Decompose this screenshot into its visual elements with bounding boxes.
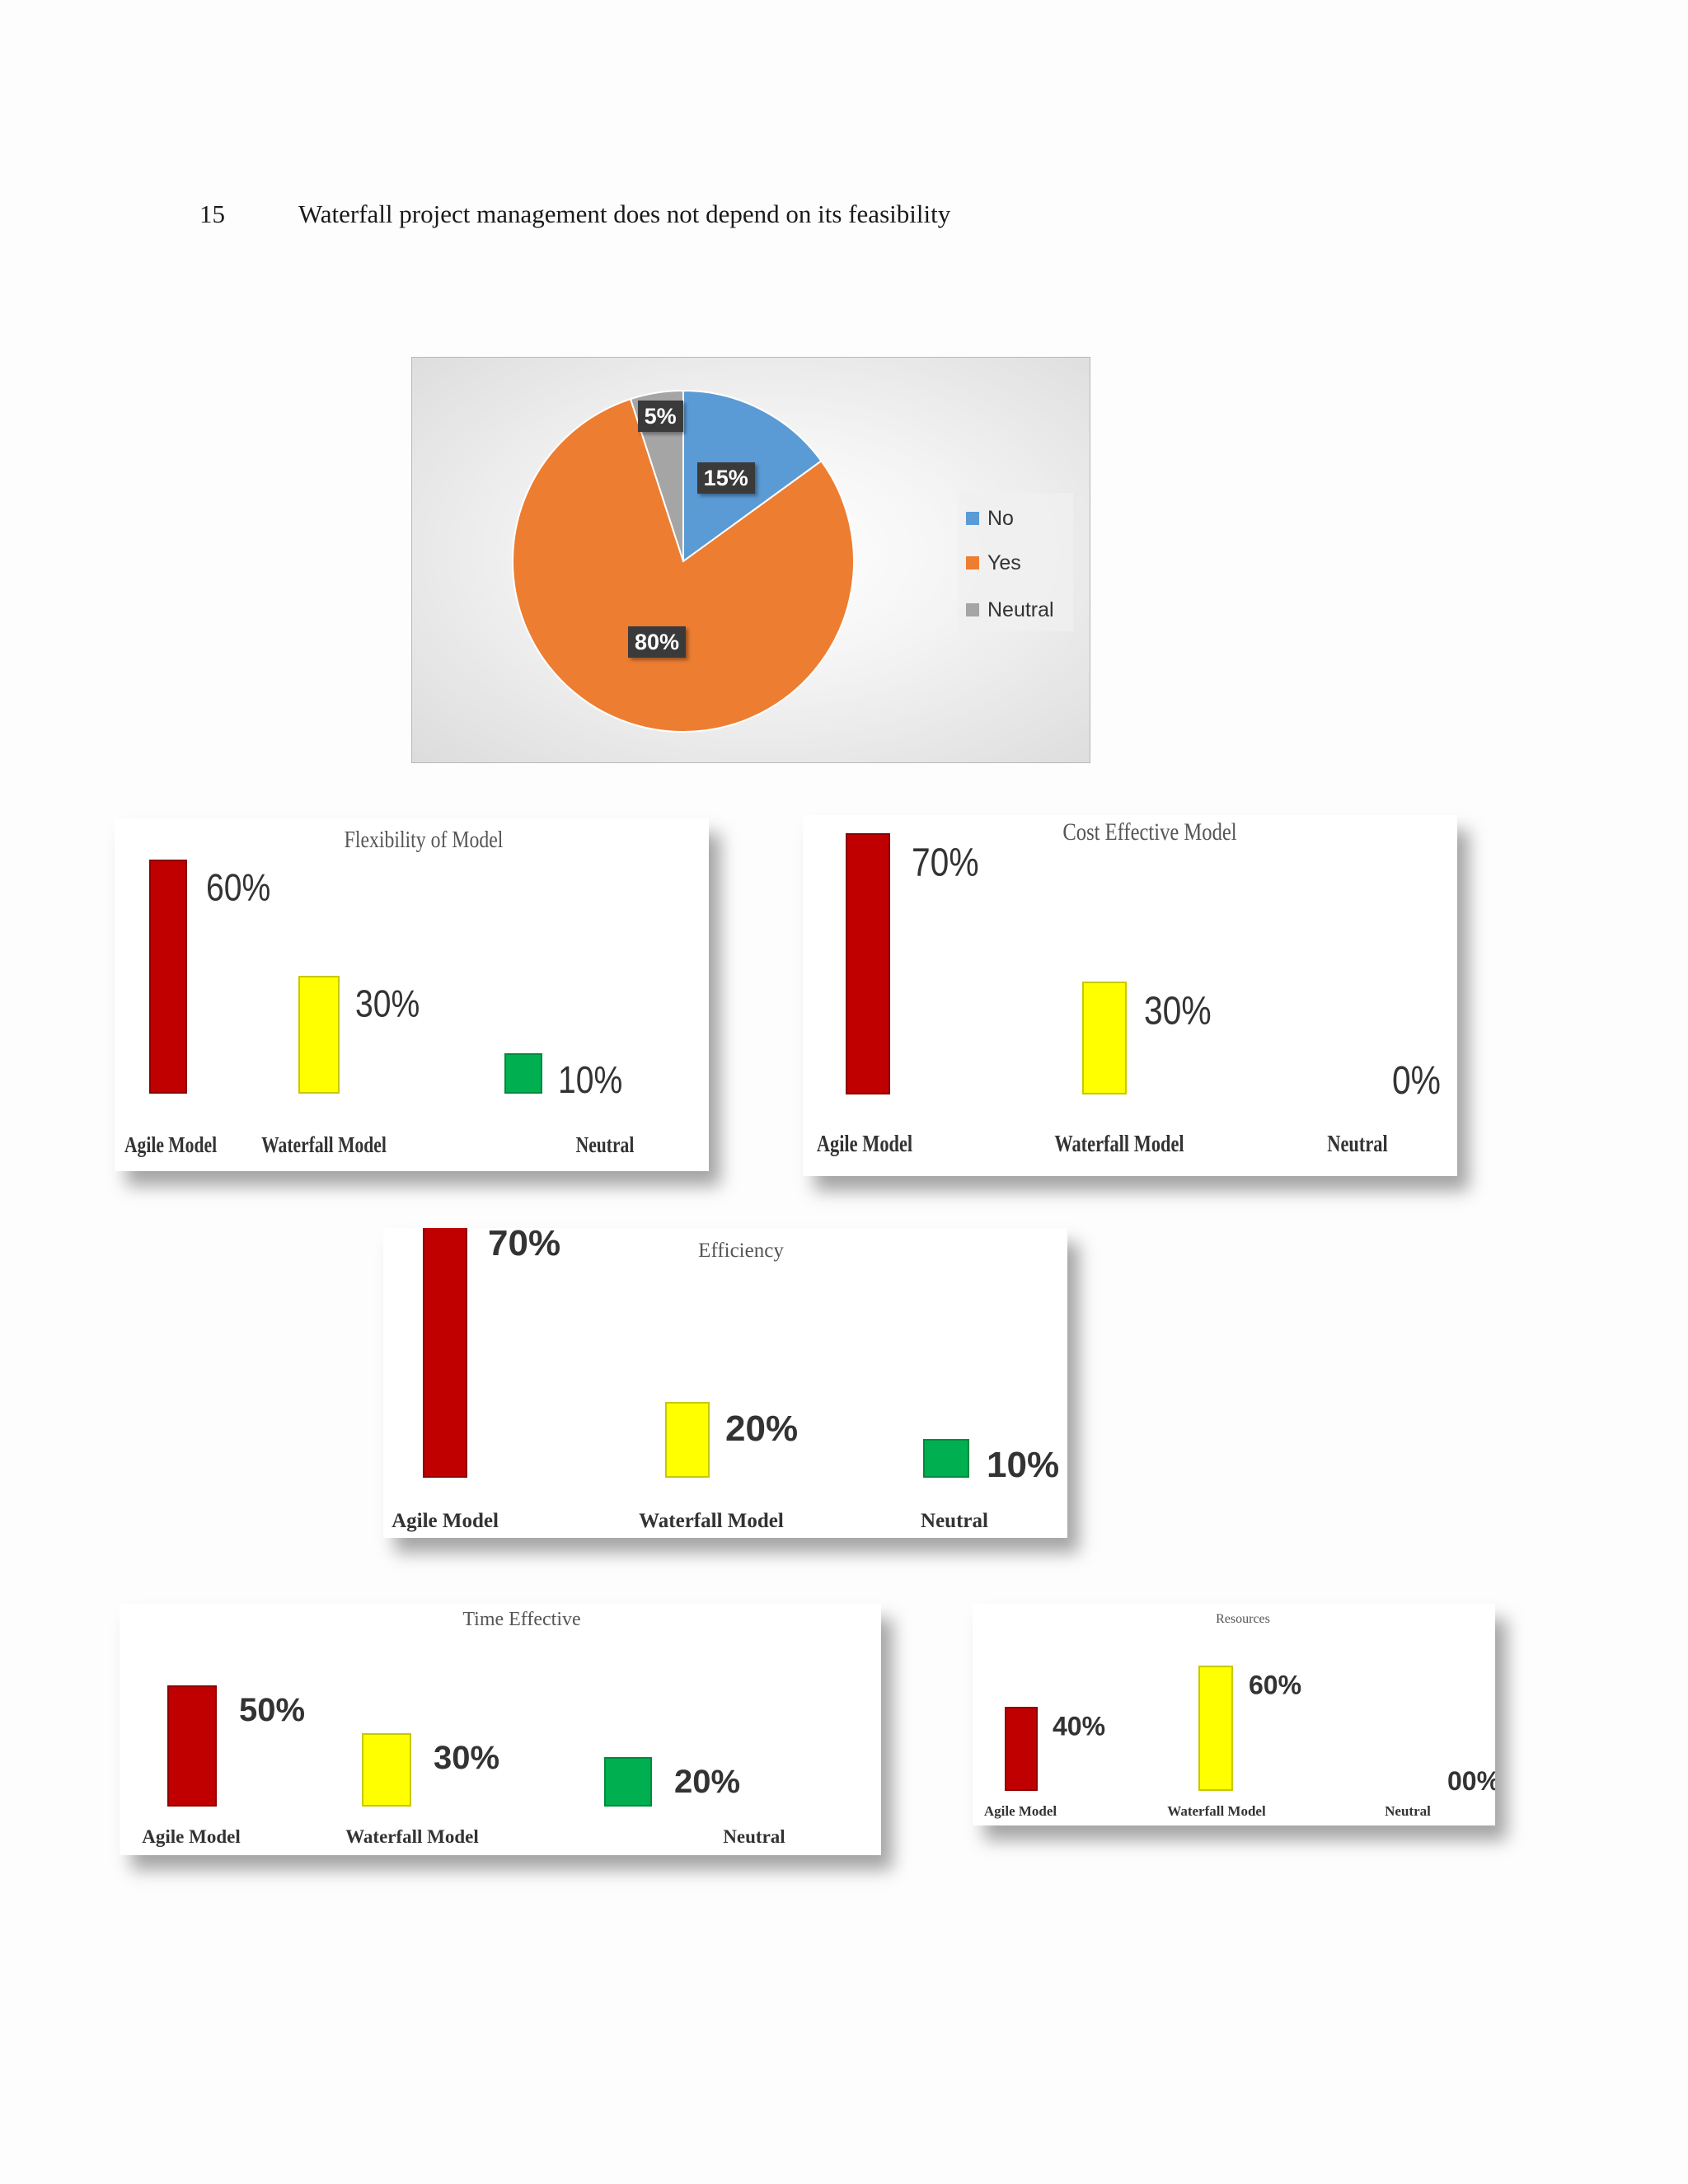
flexibility-value-label-neutral: 10% <box>558 1059 622 1102</box>
pie-chart: 5% 80% 15% No Yes Neutral <box>411 357 1090 763</box>
flexibility-value-label-waterfall: 30% <box>355 982 420 1025</box>
efficiency-bar-neutral <box>923 1439 969 1478</box>
efficiency-title: Efficiency <box>698 1240 784 1262</box>
flexibility-category-neutral: Neutral <box>576 1133 635 1158</box>
time-effective-value-label-neutral: 20% <box>674 1764 740 1800</box>
flexibility-value-label-agile: 60% <box>206 866 270 909</box>
cost-effective-chart: Cost Effective Model 70% Agile Model 30% Wat… <box>803 815 1457 1176</box>
cost-effective-value-label-neutral: 0% <box>1392 1059 1441 1103</box>
legend-item-neutral: Neutral <box>966 598 1054 622</box>
time-effective-category-agile: Agile Model <box>142 1826 240 1847</box>
efficiency-value-label-agile: 70% <box>488 1228 560 1263</box>
flexibility-category-waterfall: Waterfall Model <box>261 1133 387 1158</box>
cost-effective-category-agile: Agile Model <box>817 1132 912 1157</box>
question-text: Waterfall project management does not de… <box>298 199 951 228</box>
flexibility-bar-agile <box>149 860 187 1094</box>
efficiency-bar-agile <box>423 1228 467 1478</box>
cost-effective-category-waterfall: Waterfall Model <box>1054 1132 1184 1157</box>
cost-effective-title: Cost Effective Model <box>1062 818 1237 846</box>
legend-swatch-yes <box>966 556 979 569</box>
flexibility-chart: Flexibility of Model 60% Agile Model 30% Wat… <box>115 818 709 1171</box>
pie-label-yes: 80% <box>628 626 687 658</box>
pie-label-neutral: 5% <box>637 401 683 433</box>
legend-label-yes: Yes <box>987 551 1021 574</box>
efficiency-category-agile: Agile Model <box>392 1510 499 1532</box>
legend-item-yes: Yes <box>966 551 1021 575</box>
time-effective-value-label-agile: 50% <box>239 1692 305 1728</box>
cost-effective-bar-waterfall <box>1082 982 1127 1094</box>
pie-label-no: 15% <box>696 462 755 494</box>
pie-slice-yes <box>512 397 855 733</box>
flexibility-bar-waterfall <box>298 976 340 1094</box>
time-effective-bar-agile <box>167 1685 217 1807</box>
resources-value-label-agile: 40% <box>1053 1712 1105 1741</box>
resources-title: Resources <box>1216 1612 1270 1626</box>
resources-category-agile: Agile Model <box>984 1803 1057 1819</box>
resources-category-neutral: Neutral <box>1385 1803 1431 1819</box>
flexibility-title: Flexibility of Model <box>345 826 504 853</box>
efficiency-chart: Efficiency 70% Agile Model 20% Waterfall Mod… <box>383 1228 1067 1538</box>
efficiency-chart-svg: Efficiency 70% Agile Model 20% Waterfall Mod… <box>392 1228 1059 1532</box>
flexibility-bar-neutral <box>504 1053 542 1094</box>
resources-bar-waterfall <box>1198 1666 1233 1791</box>
efficiency-category-neutral: Neutral <box>921 1510 988 1532</box>
flexibility-category-agile: Agile Model <box>124 1133 217 1158</box>
time-effective-bar-neutral <box>604 1757 652 1807</box>
time-effective-category-waterfall: Waterfall Model <box>345 1826 479 1847</box>
cost-effective-category-neutral: Neutral <box>1327 1132 1387 1157</box>
pie-legend: No Yes Neutral <box>958 493 1073 631</box>
pie-slice-neutral <box>629 389 684 562</box>
time-effective-chart-svg: Time Effective 50% Agile Model 30% Waterfall… <box>142 1609 785 1847</box>
resources-chart-svg: Resources 40% Agile Model 60% Waterfall Mode… <box>984 1612 1495 1819</box>
resources-chart: Resources 40% Agile Model 60% Waterfall Mode… <box>973 1604 1495 1825</box>
resources-value-label-neutral: 00% <box>1447 1766 1495 1796</box>
cost-effective-value-label-waterfall: 30% <box>1144 989 1212 1033</box>
efficiency-value-label-waterfall: 20% <box>725 1408 798 1449</box>
cost-effective-bar-agile <box>846 833 890 1094</box>
legend-label-no: No <box>987 506 1014 530</box>
cost-effective-value-label-agile: 70% <box>912 841 979 884</box>
efficiency-value-label-neutral: 10% <box>987 1445 1059 1485</box>
legend-swatch-neutral <box>966 603 979 616</box>
question-number: 15 <box>199 199 225 228</box>
efficiency-bar-waterfall <box>665 1402 710 1478</box>
cost-effective-chart-svg: Cost Effective Model 70% Agile Model 30% Wat… <box>817 818 1441 1157</box>
efficiency-category-waterfall: Waterfall Model <box>639 1510 784 1532</box>
time-effective-chart: Time Effective 50% Agile Model 30% Waterfall… <box>120 1604 881 1855</box>
time-effective-title: Time Effective <box>462 1609 580 1630</box>
time-effective-value-label-waterfall: 30% <box>434 1740 499 1776</box>
resources-value-label-waterfall: 60% <box>1249 1671 1301 1700</box>
resources-category-waterfall: Waterfall Model <box>1167 1803 1266 1819</box>
time-effective-category-neutral: Neutral <box>723 1826 785 1847</box>
legend-item-no: No <box>966 506 1014 531</box>
legend-swatch-no <box>966 512 979 525</box>
resources-bar-agile <box>1005 1707 1038 1791</box>
legend-label-neutral: Neutral <box>987 598 1054 621</box>
flexibility-chart-svg: Flexibility of Model 60% Agile Model 30% Wat… <box>124 826 635 1158</box>
time-effective-bar-waterfall <box>362 1733 411 1807</box>
